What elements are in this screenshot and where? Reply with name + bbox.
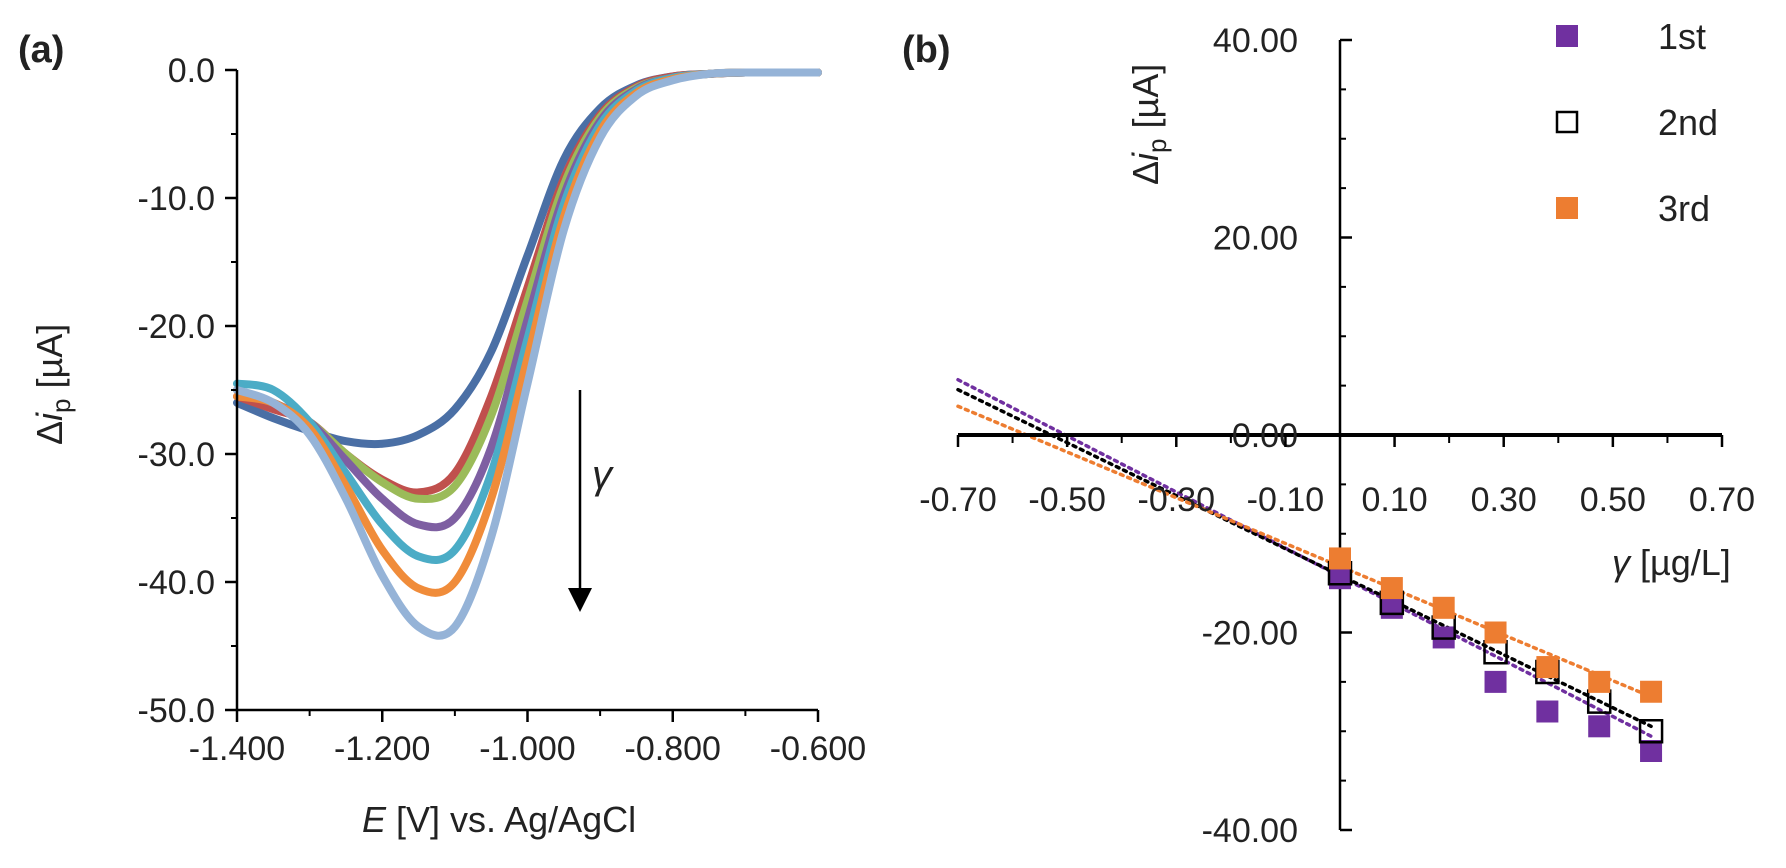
- legend-label-3rd: 3rd: [1658, 188, 1710, 229]
- panel-b-point-1st: [1329, 567, 1351, 590]
- panel-b-y-tick-label: 20.00: [1213, 220, 1298, 258]
- panel-b-point-1st: [1484, 670, 1507, 693]
- panel-a-y-tick-label: -50.0: [138, 692, 216, 730]
- panel-a-y-axis-subscript: p: [46, 398, 76, 412]
- panel-b-x-tick-label: 0.10: [1361, 481, 1427, 519]
- panel-a-x-axis-title: E [V] vs. Ag/AgCl: [362, 799, 636, 840]
- gamma-arrow-head: [568, 588, 592, 612]
- panel-b-x-tick-label: -0.30: [1138, 481, 1216, 519]
- panel-a-series-line-7: [233, 68, 822, 640]
- panel-b-y-tick-label: -20.00: [1202, 615, 1298, 653]
- panel-a-y-axis-title: Δip [µA]: [29, 324, 76, 445]
- panel-b-chart: (b) 40.00 20.00 0.00 -20.00 -40.00 -0.70 -0.50…: [902, 16, 1755, 850]
- panel-a-axes: 0.0 -10.0 -20.0 -30.0 -40.0 -50.0-1.400 -1.200…: [138, 52, 867, 768]
- panel-b-point-3rd: [1640, 680, 1663, 703]
- panel-b-y-axis-title: Δip [µA]: [1125, 64, 1172, 185]
- panel-b-points: [1327, 547, 1664, 762]
- gamma-arrow-label: γ: [592, 453, 614, 497]
- panel-b-y-axis-subscript: p: [1142, 138, 1172, 152]
- panel-a-series-group: [233, 68, 822, 640]
- panel-a-x-tick-label: -0.600: [770, 730, 866, 768]
- panel-a-chart: (a) 0.0 -10.0 -20.0 -30.0 -40.0 -50.0-1.400 -1…: [18, 29, 866, 840]
- panel-b-x-axis-rest: [µg/L]: [1630, 542, 1731, 583]
- panel-a-y-tick-label: -30.0: [138, 436, 216, 474]
- panel-b-label: (b): [902, 29, 951, 71]
- panel-b-point-1st: [1640, 740, 1663, 762]
- panel-a-x-tick-label: -1.200: [334, 730, 430, 768]
- panel-b-x-tick-label: -0.70: [919, 481, 997, 519]
- panel-b-point-1st: [1588, 715, 1611, 738]
- panel-a-x-tick-label: -0.800: [625, 730, 721, 768]
- panel-a-y-axis-delta: Δ: [29, 421, 70, 445]
- panel-b-x-tick-label: 0.70: [1689, 481, 1755, 519]
- panel-b-point-3rd: [1588, 670, 1611, 693]
- panel-b-legend: 1st 2nd 3rd: [1555, 16, 1718, 229]
- panel-a-label: (a): [18, 29, 64, 71]
- panel-a-y-tick-label: -10.0: [138, 180, 216, 218]
- panel-b-x-tick-label: 0.30: [1471, 481, 1537, 519]
- panel-a-y-tick-label: 0.0: [168, 52, 215, 90]
- panel-b-trendline-3rd: [956, 404, 1653, 699]
- panel-b-point-3rd: [1536, 656, 1559, 679]
- panel-a-y-axis-i: i: [29, 412, 70, 421]
- panel-b-y-axis-delta: Δ: [1125, 161, 1166, 185]
- panel-a-x-axis-variable: E: [362, 799, 387, 840]
- panel-b-x-axis-variable: γ: [1612, 542, 1632, 583]
- panel-b-x-tick-label: 0.50: [1580, 481, 1646, 519]
- legend-marker-2nd: [1555, 110, 1579, 134]
- panel-b-point-2nd: [1638, 719, 1664, 744]
- panel-a-x-tick-label: -1.000: [479, 730, 575, 768]
- panel-a-y-tick-label: -20.0: [138, 308, 216, 346]
- panel-a-x-axis-rest: [V] vs. Ag/AgCl: [386, 799, 636, 840]
- legend-marker-1st: [1556, 25, 1578, 47]
- panel-b-y-axis-unit: [µA]: [1125, 64, 1166, 139]
- panel-b-point-3rd: [1329, 547, 1351, 570]
- panel-b-y-axis-i: i: [1125, 152, 1166, 161]
- legend-label-2nd: 2nd: [1658, 102, 1718, 143]
- panel-b-point-3rd: [1484, 621, 1507, 644]
- legend-marker-3rd: [1556, 197, 1578, 219]
- panel-b-point-3rd: [1432, 596, 1455, 619]
- panel-b-point-1st: [1536, 700, 1559, 723]
- panel-b-x-axis-title: γ [µg/L]: [1612, 542, 1731, 583]
- panel-a-x-tick-label: -1.400: [189, 730, 285, 768]
- panel-b-y-tick-label: -40.00: [1202, 812, 1298, 850]
- panel-b-y-tick-label: 0.00: [1232, 417, 1298, 455]
- panel-b-y-tick-label: 40.00: [1213, 22, 1298, 60]
- panel-a-y-axis-unit: [µA]: [29, 324, 70, 399]
- panel-a-y-tick-label: -40.0: [138, 564, 216, 602]
- panel-b-x-tick-label: -0.10: [1247, 481, 1325, 519]
- panel-b-point-3rd: [1380, 577, 1403, 600]
- panel-b-point-1st: [1380, 596, 1403, 619]
- legend-label-1st: 1st: [1658, 16, 1706, 57]
- panel-b-x-tick-label: -0.50: [1028, 481, 1106, 519]
- panel-b-axes: 40.00 20.00 0.00 -20.00 -40.00 -0.70 -0.50 -0.3…: [919, 22, 1755, 850]
